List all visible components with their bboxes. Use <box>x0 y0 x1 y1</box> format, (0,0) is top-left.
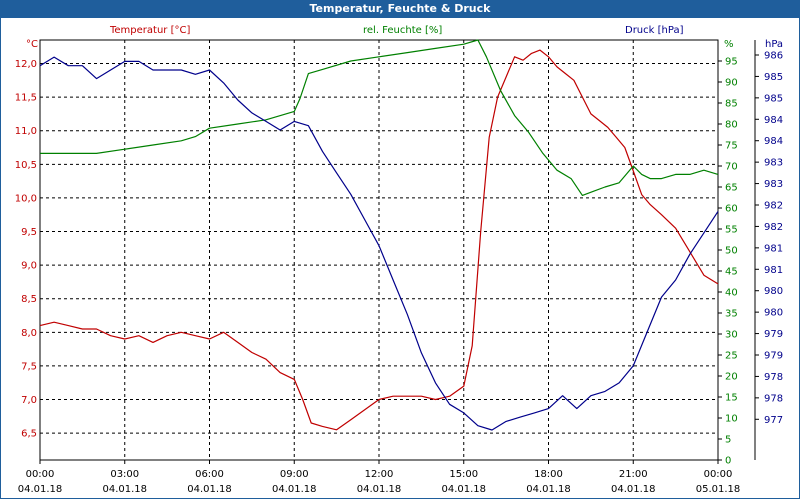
x-tick-time: 00:00 <box>26 469 55 480</box>
legend-temperature: Temperatur [°C] <box>109 25 190 36</box>
y-mid-tick-label: 90 <box>725 78 738 89</box>
chart-title: Temperatur, Feuchte & Druck <box>0 0 800 18</box>
y-right-tick-label: 981 <box>764 265 783 276</box>
y-mid-tick-label: 95 <box>725 57 738 68</box>
y-left-tick-label: 12,0 <box>15 59 37 70</box>
x-tick-time: 18:00 <box>534 469 563 480</box>
y-mid-tick-label: 35 <box>725 309 738 320</box>
y-right-tick-label: 979 <box>764 329 783 340</box>
y-mid-tick-label: 65 <box>725 183 738 194</box>
x-tick-date: 05.01.18 <box>696 484 741 495</box>
left-axis-unit: °C <box>26 39 38 50</box>
y-mid-tick-label: 85 <box>725 99 738 110</box>
y-mid-tick-label: 20 <box>725 372 738 383</box>
y-mid-tick-label: 50 <box>725 246 738 257</box>
middle-axis-unit: % <box>724 39 734 50</box>
y-left-tick-label: 7,5 <box>21 361 37 372</box>
y-right-tick-label: 977 <box>764 415 783 426</box>
x-tick-time: 09:00 <box>280 469 309 480</box>
y-left-tick-label: 6,5 <box>21 429 37 440</box>
x-tick-time: 21:00 <box>619 469 648 480</box>
y-right-tick-label: 986 <box>764 51 783 62</box>
y-right-tick-label: 979 <box>764 351 783 362</box>
series-line-rel-feuchte <box>40 39 719 196</box>
x-tick-time: 00:00 <box>704 469 733 480</box>
x-tick-date: 04.01.18 <box>441 484 486 495</box>
x-tick-time: 03:00 <box>110 469 139 480</box>
y-right-tick-label: 985 <box>764 93 783 104</box>
y-left-tick-label: 8,5 <box>21 294 37 305</box>
right-axis-unit: hPa <box>765 39 783 50</box>
y-mid-tick-label: 75 <box>725 141 738 152</box>
y-right-tick-label: 983 <box>764 158 783 169</box>
y-left-tick-label: 11,0 <box>15 126 37 137</box>
x-tick-date: 04.01.18 <box>187 484 232 495</box>
y-mid-tick-label: 80 <box>725 120 738 131</box>
y-right-tick-label: 984 <box>764 115 783 126</box>
legend-pressure: Druck [hPa] <box>625 25 684 36</box>
y-right-tick-label: 983 <box>764 179 783 190</box>
series-line-temperatur <box>39 49 719 431</box>
y-right-tick-label: 982 <box>764 222 783 233</box>
y-mid-tick-label: 70 <box>725 162 738 173</box>
y-mid-tick-label: 30 <box>725 330 738 341</box>
x-tick-date: 04.01.18 <box>526 484 571 495</box>
series-line-druck <box>39 56 719 431</box>
y-mid-tick-label: 25 <box>725 351 738 362</box>
y-mid-tick-label: 55 <box>725 225 738 236</box>
x-tick-time: 15:00 <box>449 469 478 480</box>
x-tick-time: 12:00 <box>365 469 394 480</box>
axes: 00:00 04.01.18 03:00 04.01.18 06:00 04.01.18 0… <box>15 40 783 495</box>
y-right-tick-label: 984 <box>764 136 783 147</box>
x-tick-date: 04.01.18 <box>272 484 317 495</box>
y-right-tick-label: 980 <box>764 286 783 297</box>
grid-lines <box>39 39 719 461</box>
y-mid-tick-label: 10 <box>725 414 738 425</box>
series-lines <box>39 39 719 431</box>
y-mid-tick-label: 15 <box>725 393 738 404</box>
y-mid-tick-label: 5 <box>725 435 731 446</box>
legend-humidity: rel. Feuchte [%] <box>363 25 442 36</box>
x-tick-time: 06:00 <box>195 469 224 480</box>
x-tick-date: 04.01.18 <box>18 484 63 495</box>
y-right-tick-label: 978 <box>764 393 783 404</box>
y-right-tick-label: 982 <box>764 201 783 212</box>
y-left-tick-label: 9,0 <box>21 261 37 272</box>
x-tick-date: 04.01.18 <box>357 484 402 495</box>
y-left-tick-label: 9,5 <box>21 227 37 238</box>
x-tick-date: 04.01.18 <box>102 484 147 495</box>
x-tick-date: 04.01.18 <box>611 484 656 495</box>
y-left-tick-label: 11,5 <box>15 93 37 104</box>
y-right-tick-label: 980 <box>764 308 783 319</box>
y-right-tick-label: 985 <box>764 72 783 83</box>
y-mid-tick-label: 0 <box>725 456 731 467</box>
y-right-tick-label: 981 <box>764 243 783 254</box>
y-left-tick-label: 8,0 <box>21 328 37 339</box>
y-mid-tick-label: 45 <box>725 267 738 278</box>
y-left-tick-label: 7,0 <box>21 395 37 406</box>
y-mid-tick-label: 60 <box>725 204 738 215</box>
y-left-tick-label: 10,0 <box>15 193 37 204</box>
y-mid-tick-label: 40 <box>725 288 738 299</box>
y-right-tick-label: 978 <box>764 372 783 383</box>
y-left-tick-label: 10,5 <box>15 160 37 171</box>
